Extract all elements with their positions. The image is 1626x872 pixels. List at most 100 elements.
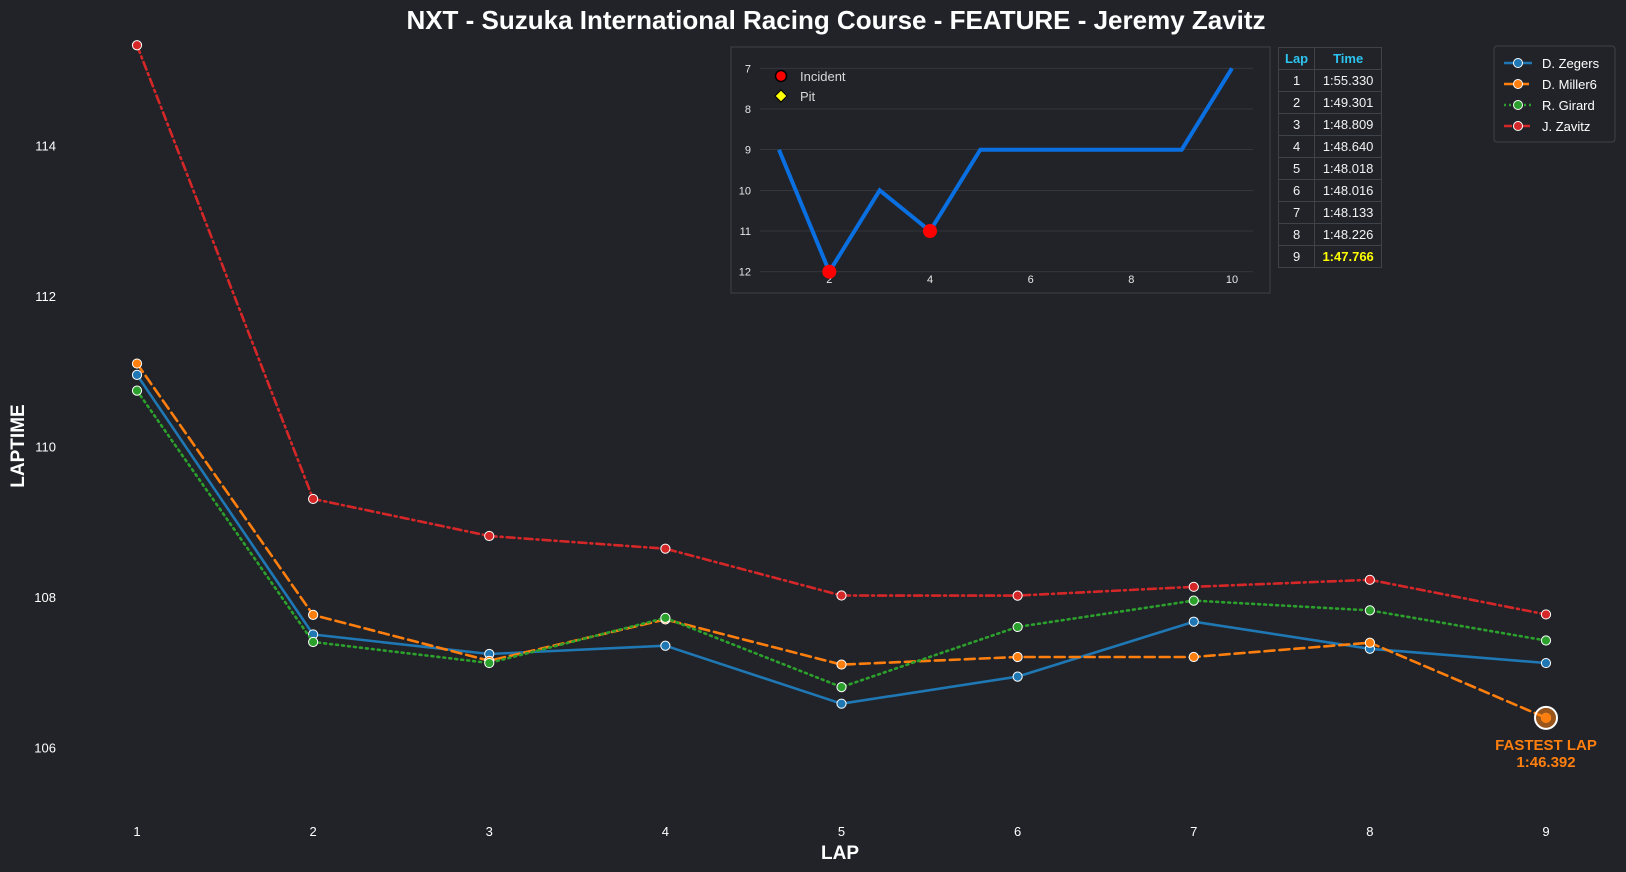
data-point xyxy=(1540,635,1552,646)
legend-item[interactable]: R. Girard xyxy=(1504,98,1595,113)
lap-number-cell: 3 xyxy=(1277,113,1316,136)
inset-y-tick-label: 7 xyxy=(745,63,751,75)
inset-y-tick-label: 8 xyxy=(745,104,751,116)
inset-x-tick-label: 2 xyxy=(826,274,832,286)
x-tick-label: 6 xyxy=(1014,824,1021,839)
y-axis-ticks: 106 108 110 112 114 xyxy=(34,138,56,755)
data-point xyxy=(1188,595,1199,606)
table-row: 3 1:48.809 xyxy=(1277,113,1383,136)
legend-marker-swatch xyxy=(1513,58,1523,68)
lap-column-header: Lap xyxy=(1277,47,1316,70)
y-tick-label: 106 xyxy=(34,740,56,755)
incident-markers xyxy=(822,224,937,279)
lap-time-cell: 1:48.226 xyxy=(1314,223,1383,246)
table-row: 7 1:48.133 xyxy=(1277,201,1383,224)
data-point xyxy=(836,682,847,693)
legend-marker-swatch xyxy=(1513,100,1523,110)
data-point xyxy=(660,543,671,554)
data-point xyxy=(308,609,319,620)
incident-legend-icon xyxy=(774,69,788,83)
y-tick-label: 110 xyxy=(35,439,56,454)
legend-label: J. Zavitz xyxy=(1542,119,1590,134)
time-column-header: Time xyxy=(1314,47,1383,70)
x-tick-label: 5 xyxy=(838,824,845,839)
lap-number-cell: 4 xyxy=(1277,135,1316,158)
inset-x-tick-label: 8 xyxy=(1128,274,1134,286)
pit-legend-icon xyxy=(774,89,788,103)
series-line xyxy=(135,362,1548,720)
inset-x-tick-label: 4 xyxy=(927,274,933,286)
legend-label: D. Miller6 xyxy=(1542,77,1597,92)
data-point xyxy=(836,698,847,709)
best-lap-time-cell: 1:47.766 xyxy=(1314,245,1383,268)
data-point xyxy=(1540,609,1552,620)
lap-number-cell: 1 xyxy=(1277,69,1316,92)
legend-frame xyxy=(1493,45,1616,143)
legend-item[interactable]: D. Miller6 xyxy=(1504,77,1597,92)
legend-item[interactable]: J. Zavitz xyxy=(1504,119,1590,134)
data-point xyxy=(660,640,671,651)
x-axis-label: LAP xyxy=(821,843,859,864)
data-point xyxy=(1012,671,1023,682)
laptime-series xyxy=(131,40,1552,723)
y-axis-label: LAPTIME xyxy=(8,404,29,487)
series-r-girard xyxy=(131,385,1552,693)
inset-frame xyxy=(730,46,1271,294)
series-j-zavitz xyxy=(131,40,1552,620)
data-point xyxy=(1364,605,1375,616)
table-row: 9 1:47.766 xyxy=(1277,245,1383,268)
inset-y-tick-label: 9 xyxy=(745,145,751,157)
table-row: 5 1:48.018 xyxy=(1277,157,1383,180)
chart-title: NXT - Suzuka International Racing Course… xyxy=(406,5,1265,35)
table-row: 4 1:48.640 xyxy=(1277,135,1383,158)
lap-number-cell: 6 xyxy=(1277,179,1316,202)
data-point xyxy=(308,636,319,648)
lap-number-cell: 2 xyxy=(1277,91,1316,114)
table-row: 6 1:48.016 xyxy=(1277,179,1383,202)
data-point xyxy=(1188,616,1199,627)
legend-marker-swatch xyxy=(1513,121,1523,131)
lap-time-cell: 1:48.133 xyxy=(1314,201,1383,224)
x-tick-label: 2 xyxy=(310,824,317,839)
data-point xyxy=(308,493,319,505)
lap-number-cell: 7 xyxy=(1277,201,1316,224)
data-point xyxy=(1012,651,1023,663)
data-point xyxy=(1012,590,1023,601)
x-tick-label: 3 xyxy=(486,824,493,839)
legend-label: R. Girard xyxy=(1542,98,1595,113)
main-legend[interactable]: D. Zegers D. Miller6 R. Girard J. Zavitz xyxy=(1493,45,1616,143)
incident-marker xyxy=(923,224,937,239)
inset-legend: Incident Pit xyxy=(774,69,846,104)
lap-time-cell: 1:48.016 xyxy=(1314,179,1383,202)
lap-time-cell: 1:48.018 xyxy=(1314,157,1383,180)
data-point xyxy=(484,530,495,542)
x-tick-label: 9 xyxy=(1542,824,1549,839)
data-point xyxy=(836,659,847,670)
data-point xyxy=(131,358,143,369)
inset-y-tick-label: 11 xyxy=(740,226,751,238)
lap-time-cell: 1:48.640 xyxy=(1314,135,1383,158)
x-tick-label: 8 xyxy=(1366,824,1373,839)
lap-time-cell: 1:55.330 xyxy=(1314,69,1383,92)
lap-time-cell: 1:49.301 xyxy=(1314,91,1383,114)
x-tick-label: 7 xyxy=(1190,824,1197,839)
data-point xyxy=(660,612,671,624)
table-header-row: Lap Time xyxy=(1277,47,1383,70)
series-d-miller6 xyxy=(131,358,1552,723)
table-row: 1 1:55.330 xyxy=(1277,69,1383,92)
data-point xyxy=(836,590,847,601)
inset-y-tick-label: 12 xyxy=(739,267,751,279)
position-line xyxy=(777,67,1234,277)
legend-item[interactable]: D. Zegers xyxy=(1504,56,1600,71)
inset-y-ticks: 7 8 9 10 11 12 xyxy=(739,63,751,278)
y-tick-label: 108 xyxy=(34,590,56,605)
data-point xyxy=(1012,621,1023,633)
x-tick-label: 1 xyxy=(133,824,140,839)
series-d-zegers xyxy=(131,369,1552,709)
data-point xyxy=(131,385,143,396)
lap-times-table: Lap Time 1 1:55.330 2 1:49.301 3 1:48.809 4 1:4… xyxy=(1277,47,1383,268)
y-tick-label: 114 xyxy=(35,138,56,153)
lap-number-cell: 9 xyxy=(1277,245,1316,268)
table-row: 8 1:48.226 xyxy=(1277,223,1383,246)
x-axis-ticks: 1 2 3 4 5 6 7 8 9 xyxy=(133,824,1549,839)
